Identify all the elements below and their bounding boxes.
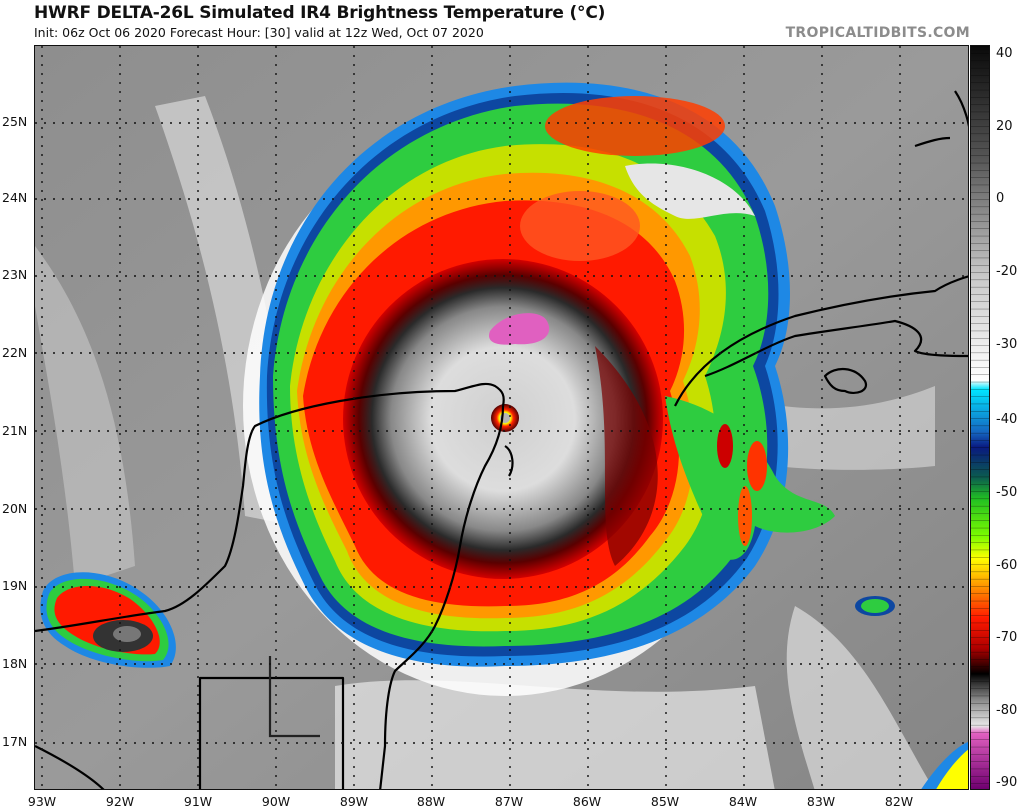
longitude-label: 87W [494, 794, 524, 809]
longitude-label: 82W [884, 794, 914, 809]
latitude-label: 24N [2, 190, 28, 205]
chart-subtitle: Init: 06z Oct 06 2020 Forecast Hour: [30… [34, 25, 484, 40]
latitude-label: 22N [2, 345, 28, 360]
colorbar-label: -60 [996, 558, 1018, 573]
colorbar-label: -40 [996, 412, 1018, 427]
latitude-label: 23N [2, 267, 28, 282]
colorbar-label: -50 [996, 485, 1018, 500]
satellite-map [34, 45, 969, 790]
latitude-label: 19N [2, 578, 28, 593]
map-imagery [35, 46, 968, 789]
longitude-label: 90W [261, 794, 291, 809]
longitude-label: 86W [572, 794, 602, 809]
colorbar-label: -30 [996, 337, 1018, 352]
longitude-label: 84W [728, 794, 758, 809]
colorbar-label: -80 [996, 703, 1018, 718]
colorbar-label: -70 [996, 630, 1018, 645]
latitude-label: 25N [2, 114, 28, 129]
chart-title: HWRF DELTA-26L Simulated IR4 Brightness … [34, 3, 606, 23]
longitude-label: 89W [339, 794, 369, 809]
temperature-colorbar [970, 45, 990, 790]
colorbar-label: 0 [996, 191, 1005, 206]
latitude-label: 20N [2, 501, 28, 516]
brand-watermark: TROPICALTIDBITS.COM [785, 25, 970, 41]
latitude-label: 21N [2, 423, 28, 438]
longitude-label: 93W [27, 794, 57, 809]
longitude-label: 91W [183, 794, 213, 809]
longitude-label: 88W [416, 794, 446, 809]
colorbar-label: 20 [996, 119, 1013, 134]
longitude-label: 92W [105, 794, 135, 809]
longitude-label: 85W [650, 794, 680, 809]
longitude-label: 83W [806, 794, 836, 809]
latitude-label: 17N [2, 734, 28, 749]
colorbar-label: -20 [996, 264, 1018, 279]
colorbar-label: -90 [996, 775, 1018, 790]
colorbar-label: 40 [996, 46, 1013, 61]
latitude-label: 18N [2, 656, 28, 671]
